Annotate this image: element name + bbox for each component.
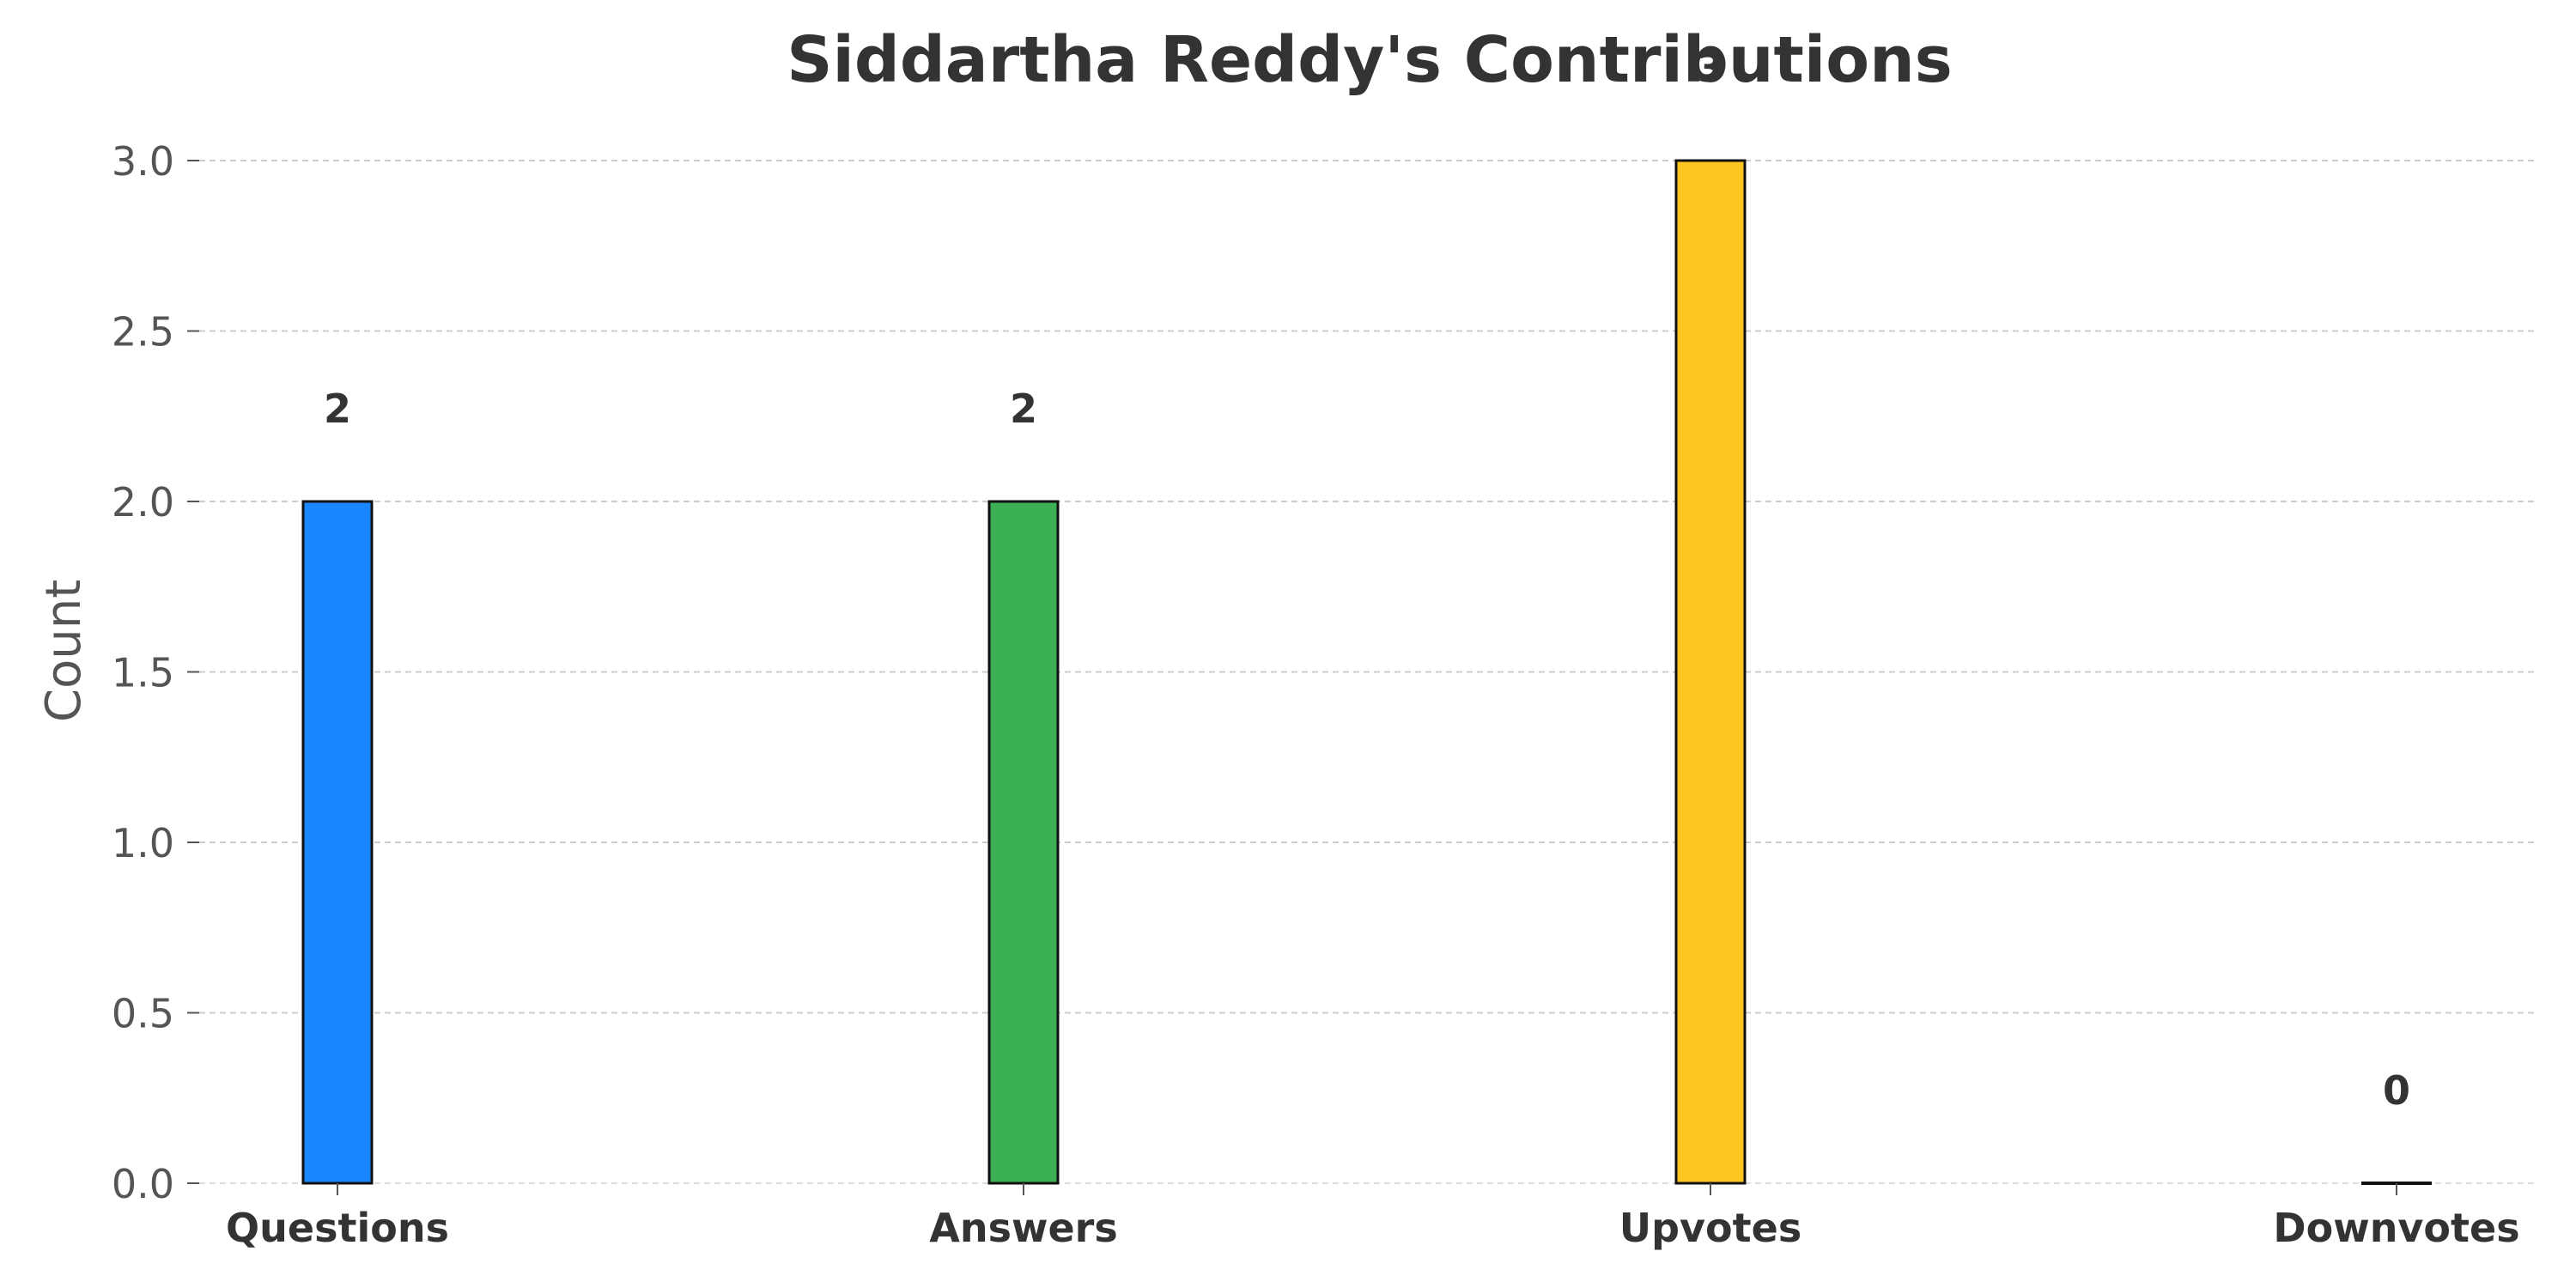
x-tick-label: Downvotes bbox=[2273, 1205, 2519, 1251]
data-label: 3 bbox=[1697, 45, 1724, 91]
y-tick-label: 0.0 bbox=[112, 1161, 174, 1207]
y-axis-ticks: 0.0 0.5 1.0 1.5 2.0 2.5 3.0 bbox=[112, 138, 199, 1207]
data-label: 2 bbox=[1010, 386, 1037, 432]
bar-questions bbox=[301, 500, 374, 1185]
x-axis-ticks: Questions Answers Upvotes Downvotes bbox=[226, 1183, 2520, 1251]
bars bbox=[301, 159, 2432, 1185]
bar-answers bbox=[987, 500, 1060, 1185]
y-tick-label: 1.0 bbox=[112, 820, 174, 866]
y-tick-label: 3.0 bbox=[112, 138, 174, 185]
data-labels: 2 2 3 0 bbox=[324, 45, 2410, 1114]
x-tick-label: Answers bbox=[929, 1205, 1118, 1251]
x-tick-label: Questions bbox=[226, 1205, 449, 1251]
data-label: 2 bbox=[324, 386, 351, 432]
x-tick-label: Upvotes bbox=[1619, 1205, 1801, 1251]
data-label: 0 bbox=[2383, 1067, 2410, 1114]
y-tick-label: 0.5 bbox=[112, 991, 174, 1037]
y-tick-label: 2.5 bbox=[112, 309, 174, 355]
chart-title: Siddartha Reddy's Contributions bbox=[787, 23, 1953, 97]
y-axis-label: Count bbox=[36, 580, 92, 722]
grid-lines bbox=[199, 160, 2537, 1184]
y-tick-label: 2.0 bbox=[112, 479, 174, 526]
bar-upvotes bbox=[1674, 159, 1747, 1185]
y-tick-label: 1.5 bbox=[112, 650, 174, 696]
